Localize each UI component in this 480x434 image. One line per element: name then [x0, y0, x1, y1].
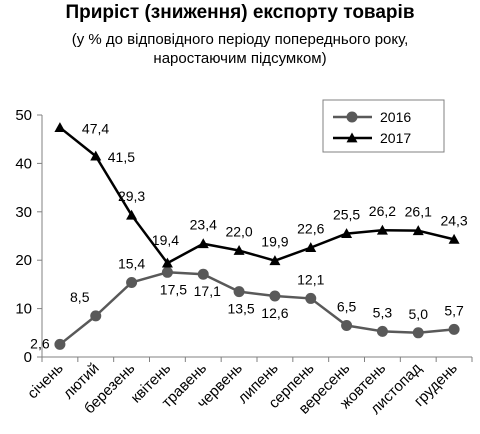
data-label: 19,9	[261, 234, 288, 250]
data-point	[412, 225, 424, 236]
y-tick-label: 50	[15, 107, 32, 124]
series-2016: 2,6 8,5 15,4 17,5 17,1 13,5 12,6 12,1 6,5 5,3 5,0 5…	[30, 255, 464, 351]
data-label: 24,3	[440, 212, 467, 228]
data-label: 8,5	[70, 289, 90, 305]
chart-subtitle-line1: (у % до відповідного періоду попередньог…	[71, 31, 409, 48]
data-point	[126, 276, 138, 288]
data-point	[376, 325, 388, 337]
data-point	[54, 338, 66, 350]
data-point	[161, 257, 173, 268]
legend-marker-2017	[346, 132, 358, 143]
data-point	[269, 290, 281, 302]
data-label: 47,4	[82, 121, 109, 137]
data-point	[269, 255, 281, 266]
data-label: 22,6	[297, 221, 324, 237]
data-label: 13,5	[227, 301, 254, 317]
data-point	[233, 286, 245, 298]
legend-label-2016: 2016	[380, 109, 411, 125]
legend-marker-2016	[346, 111, 358, 123]
y-tick-label: 30	[15, 204, 32, 221]
data-point	[54, 122, 66, 132]
data-point	[197, 268, 209, 280]
legend-label-2017: 2017	[380, 130, 411, 146]
series-2017: 47,4 41,5 29,3 19,4 23,4 22,0 19,9 22,6 25,5 26,2…	[54, 121, 468, 268]
data-label: 41,5	[108, 149, 135, 165]
data-label: 19,4	[152, 232, 179, 248]
data-label: 5,0	[409, 306, 429, 322]
data-label: 26,2	[369, 203, 396, 219]
data-point	[448, 323, 460, 335]
data-label: 5,7	[444, 302, 464, 318]
series-2016-line	[59, 271, 455, 346]
data-label: 26,1	[405, 204, 432, 220]
y-tick-label: 0	[24, 349, 32, 366]
data-point	[376, 224, 388, 235]
y-tick-label: 20	[15, 252, 32, 269]
y-tick-label: 40	[15, 155, 32, 172]
chart-subtitle-line2: наростаючим підсумком)	[153, 50, 327, 67]
data-label: 5,3	[373, 304, 393, 320]
data-label: 25,5	[333, 207, 360, 223]
legend-box	[322, 99, 445, 153]
data-label: 22,0	[225, 224, 252, 240]
data-point	[233, 245, 245, 255]
data-point	[305, 242, 317, 253]
data-point	[448, 233, 460, 244]
data-point	[341, 228, 353, 238]
data-point	[197, 238, 209, 249]
data-point	[305, 292, 317, 304]
chart-legend: 2016 2017	[322, 99, 445, 153]
data-point	[412, 327, 424, 339]
data-point	[90, 310, 102, 322]
data-point	[341, 320, 353, 332]
y-tick-label: 10	[15, 301, 32, 318]
data-label: 23,4	[190, 217, 217, 233]
x-tick-label: січень	[24, 360, 67, 403]
data-label: 12,1	[297, 271, 324, 287]
chart-axes: 01020304050січеньлютийберезеньквітеньтра…	[15, 107, 473, 418]
data-point	[161, 266, 173, 278]
data-label: 2,6	[30, 335, 50, 351]
data-label: 15,4	[118, 255, 145, 271]
data-point	[126, 209, 138, 220]
data-label: 17,1	[194, 283, 221, 299]
data-label: 6,5	[337, 299, 357, 315]
data-point	[90, 150, 102, 161]
data-label: 17,5	[160, 281, 187, 297]
chart-title: Приріст (зниження) експорту товарів	[65, 2, 415, 23]
data-label: 12,6	[261, 305, 288, 321]
series-2017-line	[59, 126, 455, 265]
data-label: 29,3	[118, 188, 145, 204]
